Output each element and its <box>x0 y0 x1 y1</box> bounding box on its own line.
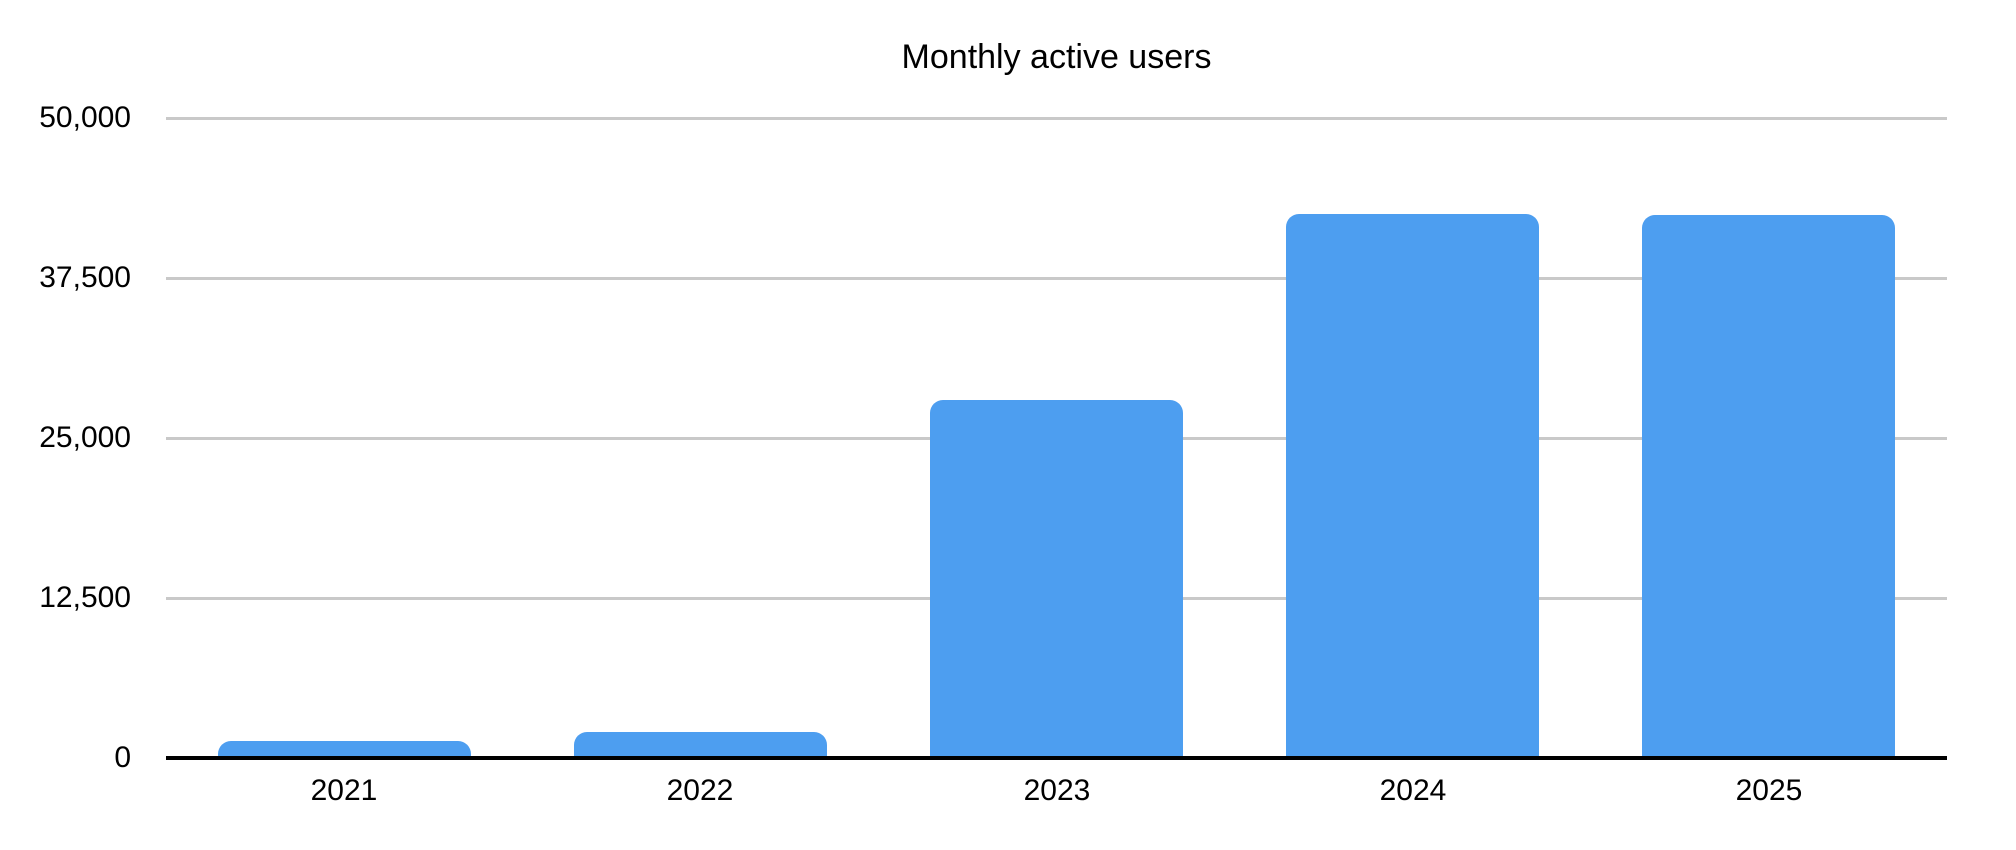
y-tick-label: 50,000 <box>39 101 131 134</box>
y-tick-label: 12,500 <box>39 581 131 614</box>
x-tick-label-2021: 2021 <box>310 774 378 807</box>
x-tick-label-2023: 2023 <box>1023 774 1091 807</box>
gridline-37500 <box>166 276 1947 280</box>
x-axis-line <box>166 756 1947 760</box>
bar-2024 <box>1286 214 1539 758</box>
x-tick-label-2022: 2022 <box>666 774 734 807</box>
x-tick-label-2025: 2025 <box>1735 774 1803 807</box>
x-tick-label-2024: 2024 <box>1379 774 1447 807</box>
bar-2022 <box>574 732 827 758</box>
bar-2021 <box>218 741 471 758</box>
bar-2023 <box>930 400 1183 758</box>
y-tick-label: 0 <box>114 741 131 774</box>
gridline-50000 <box>166 116 1947 120</box>
y-tick-label: 37,500 <box>39 261 131 294</box>
chart-title: Monthly active users <box>901 38 1212 76</box>
y-tick-label: 25,000 <box>39 421 131 454</box>
bar-2025 <box>1642 215 1895 758</box>
plot-area <box>166 116 1947 760</box>
